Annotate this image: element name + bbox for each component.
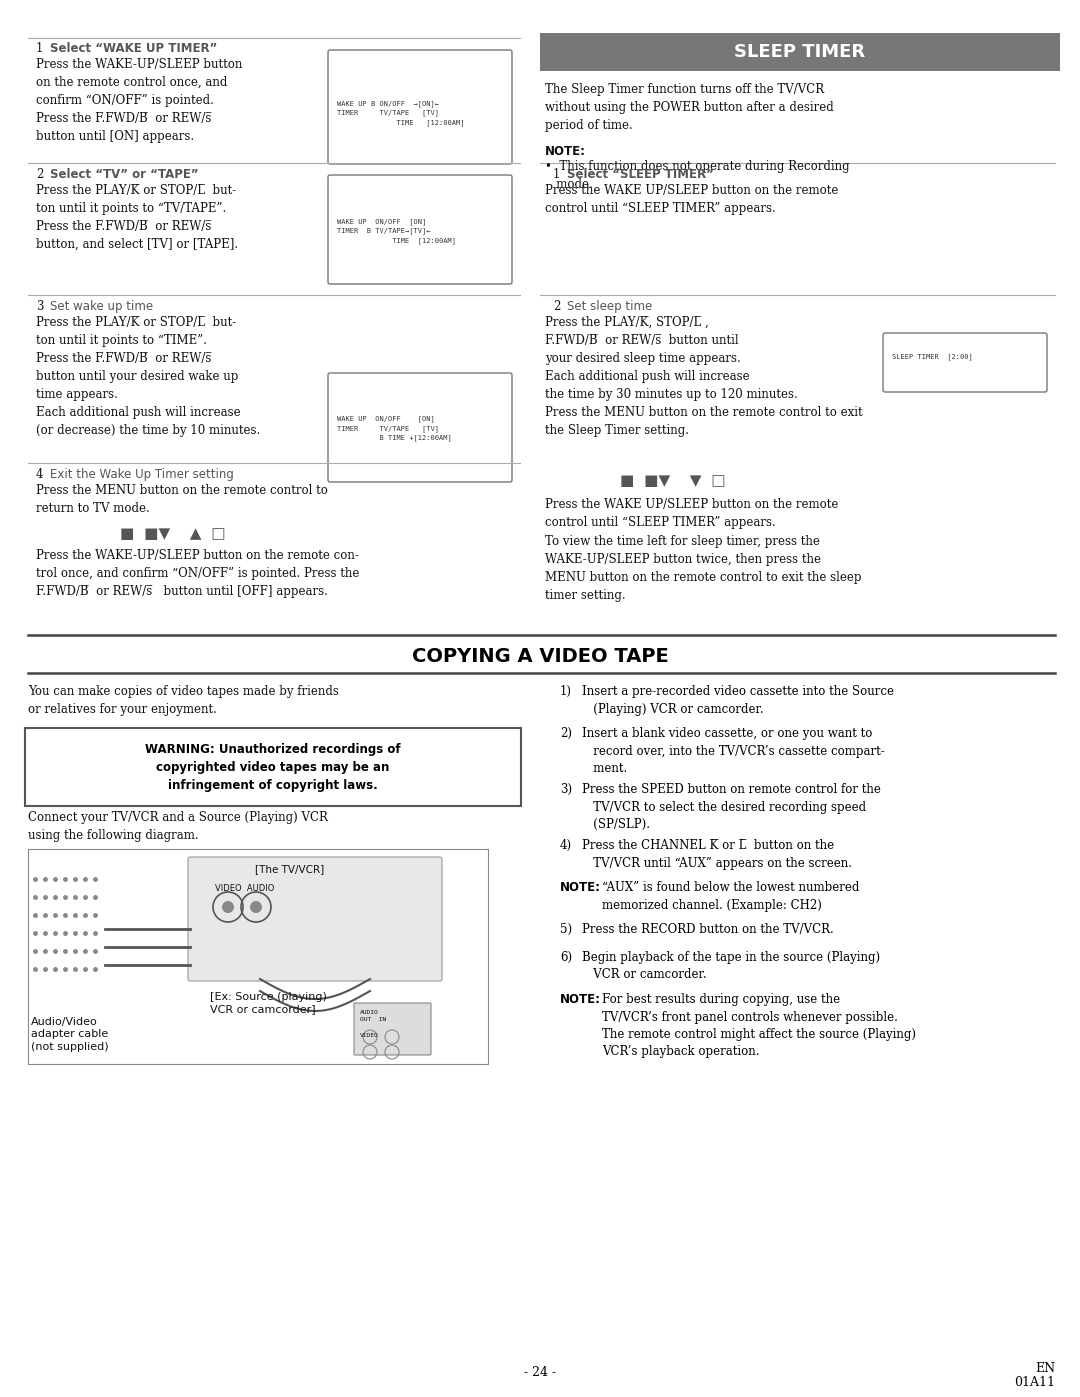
Text: COPYING A VIDEO TAPE: COPYING A VIDEO TAPE: [411, 647, 669, 666]
FancyBboxPatch shape: [188, 856, 442, 981]
Text: 2: 2: [553, 300, 561, 313]
Bar: [540, 34, 1059, 71]
Text: 6): 6): [561, 951, 572, 964]
Text: You can make copies of video tapes made by friends
or relatives for your enjoyme: You can make copies of video tapes made …: [28, 685, 339, 717]
FancyBboxPatch shape: [328, 175, 512, 284]
Text: For best results during copying, use the
TV/VCR’s front panel controls whenever : For best results during copying, use the…: [602, 993, 916, 1059]
Text: Press the PLAY/K̅, STOP/L̅ ,
F.FWD/B̅  or REW/s̅  button until
your desired slee: Press the PLAY/K̅, STOP/L̅ , F.FWD/B̅ or…: [545, 316, 863, 437]
Text: Press the PLAY/K̅ or STOP/L̅  but-
ton until it points to “TIME”.
Press the F.FW: Press the PLAY/K̅ or STOP/L̅ but- ton un…: [36, 316, 260, 437]
Text: Begin playback of the tape in the source (Playing)
   VCR or camcorder.: Begin playback of the tape in the source…: [582, 951, 880, 982]
Text: •  This function does not operate during Recording
   mode.: • This function does not operate during …: [545, 161, 850, 191]
Text: Set sleep time: Set sleep time: [567, 300, 652, 313]
Text: Select “TV” or “TAPE”: Select “TV” or “TAPE”: [50, 168, 199, 182]
Text: 1): 1): [561, 685, 572, 698]
Text: Press the WAKE UP/SLEEP button on the remote
control until “SLEEP TIMER” appears: Press the WAKE UP/SLEEP button on the re…: [545, 184, 838, 215]
Text: SLEEP TIMER  [2:00]: SLEEP TIMER [2:00]: [892, 353, 973, 360]
Text: NOTE:: NOTE:: [561, 882, 600, 894]
Text: Connect your TV/VCR and a Source (Playing) VCR
using the following diagram.: Connect your TV/VCR and a Source (Playin…: [28, 812, 328, 842]
Text: 1: 1: [36, 42, 43, 54]
FancyBboxPatch shape: [25, 728, 521, 806]
Circle shape: [249, 901, 262, 914]
Text: 4: 4: [36, 468, 43, 481]
Text: Press the RECORD button on the TV/VCR.: Press the RECORD button on the TV/VCR.: [582, 923, 834, 936]
Text: 01A11: 01A11: [1014, 1376, 1055, 1389]
Text: AUDIO
OUT  IN: AUDIO OUT IN: [360, 1010, 387, 1021]
Text: WAKE UP  ON/OFF    [ON]
TIMER     TV/TAPE   [TV]
          B TIME +[12:00AM]: WAKE UP ON/OFF [ON] TIMER TV/TAPE [TV] B…: [337, 415, 451, 441]
Text: 3: 3: [36, 300, 43, 313]
Text: [The TV/VCR]: [The TV/VCR]: [255, 863, 324, 875]
FancyBboxPatch shape: [883, 332, 1047, 393]
FancyBboxPatch shape: [328, 50, 512, 163]
Text: Select “SLEEP TIMER”: Select “SLEEP TIMER”: [567, 168, 714, 182]
Text: 2: 2: [36, 168, 43, 182]
Text: Press the MENU button on the remote control to
return to TV mode.: Press the MENU button on the remote cont…: [36, 483, 328, 515]
Bar: [28, 849, 488, 1065]
Text: [Ex: Source (playing)
VCR or camcorder]: [Ex: Source (playing) VCR or camcorder]: [210, 992, 327, 1014]
Text: Exit the Wake Up Timer setting: Exit the Wake Up Timer setting: [50, 468, 234, 481]
Text: NOTE:: NOTE:: [545, 145, 586, 158]
Text: NOTE:: NOTE:: [561, 993, 600, 1006]
Text: Press the CHANNEL K̅ or L̅  button on the
   TV/VCR until “AUX” appears on the s: Press the CHANNEL K̅ or L̅ button on the…: [582, 840, 852, 869]
Text: 3): 3): [561, 782, 572, 796]
Text: VIDEO  AUDIO: VIDEO AUDIO: [215, 884, 274, 893]
Text: 4): 4): [561, 840, 572, 852]
Text: The Sleep Timer function turns off the TV/VCR
without using the POWER button aft: The Sleep Timer function turns off the T…: [545, 82, 834, 131]
Text: EN: EN: [1035, 1362, 1055, 1375]
Text: To view the time left for sleep timer, press the
WAKE-UP/SLEEP button twice, the: To view the time left for sleep timer, p…: [545, 535, 862, 602]
Circle shape: [222, 901, 234, 914]
Text: 5): 5): [561, 923, 572, 936]
Text: Audio/Video
adapter cable
(not supplied): Audio/Video adapter cable (not supplied): [31, 1017, 109, 1052]
Text: ■  ■▼    ▲  □: ■ ■▼ ▲ □: [120, 527, 226, 541]
Text: Set wake up time: Set wake up time: [50, 300, 153, 313]
Text: Press the WAKE-UP/SLEEP button
on the remote control once, and
confirm “ON/OFF” : Press the WAKE-UP/SLEEP button on the re…: [36, 59, 242, 142]
Text: 2): 2): [561, 726, 572, 740]
Text: ■  ■▼    ▼  □: ■ ■▼ ▼ □: [620, 474, 726, 488]
Text: Press the WAKE UP/SLEEP button on the remote
control until “SLEEP TIMER” appears: Press the WAKE UP/SLEEP button on the re…: [545, 497, 838, 529]
Text: 1: 1: [553, 168, 561, 182]
Text: Press the WAKE-UP/SLEEP button on the remote con-
trol once, and confirm “ON/OFF: Press the WAKE-UP/SLEEP button on the re…: [36, 549, 360, 598]
Text: Insert a pre-recorded video cassette into the Source
   (Playing) VCR or camcord: Insert a pre-recorded video cassette int…: [582, 685, 894, 715]
Text: Press the PLAY/K̅ or STOP/L̅  but-
ton until it points to “TV/TAPE”.
Press the F: Press the PLAY/K̅ or STOP/L̅ but- ton un…: [36, 184, 238, 251]
Text: Insert a blank video cassette, or one you want to
   record over, into the TV/VC: Insert a blank video cassette, or one yo…: [582, 726, 885, 775]
Text: WARNING: Unauthorized recordings of
copyrighted video tapes may be an
infringeme: WARNING: Unauthorized recordings of copy…: [145, 742, 401, 792]
FancyBboxPatch shape: [354, 1003, 431, 1055]
Text: Press the SPEED button on remote control for the
   TV/VCR to select the desired: Press the SPEED button on remote control…: [582, 782, 881, 831]
Text: SLEEP TIMER: SLEEP TIMER: [734, 43, 865, 61]
Text: VIDEO: VIDEO: [360, 1032, 379, 1038]
FancyBboxPatch shape: [328, 373, 512, 482]
Text: “AUX” is found below the lowest numbered
memorized channel. (Example: CH2): “AUX” is found below the lowest numbered…: [602, 882, 860, 911]
Text: WAKE UP B ON/OFF  →[ON]←
TIMER     TV/TAPE   [TV]
              TIME   [12:00AM]: WAKE UP B ON/OFF →[ON]← TIMER TV/TAPE [T…: [337, 101, 464, 126]
Text: - 24 -: - 24 -: [524, 1366, 556, 1379]
Text: Select “WAKE UP TIMER”: Select “WAKE UP TIMER”: [50, 42, 217, 54]
Text: WAKE UP  ON/OFF  [ON]
TIMER  B TV/TAPE→[TV]←
             TIME  [12:00AM]: WAKE UP ON/OFF [ON] TIMER B TV/TAPE→[TV]…: [337, 218, 456, 244]
